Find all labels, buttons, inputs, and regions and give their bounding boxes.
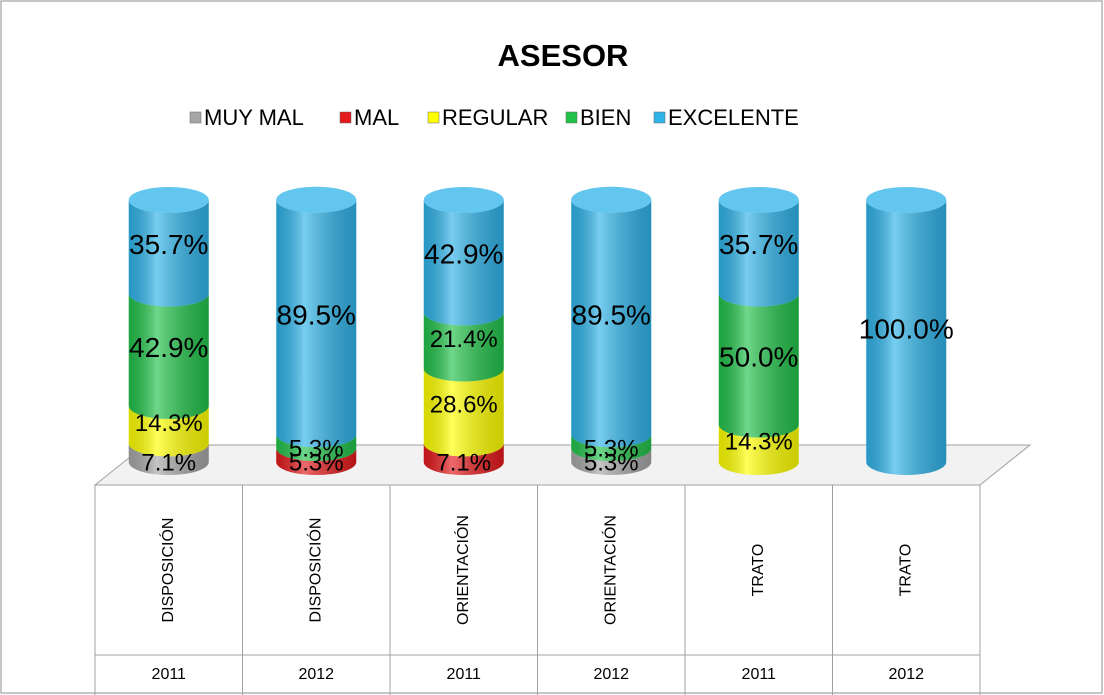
legend-swatch [427,111,440,124]
shading [276,448,357,476]
data-label: 7.1% [141,449,196,476]
data-label: 100.0% [859,313,954,344]
cylinder-top [128,187,209,213]
legend-swatch [339,111,352,124]
shading [866,200,947,476]
shading [423,312,504,382]
shading [718,424,799,476]
shading [571,199,652,448]
cylinder-top [276,186,357,213]
x-tick-label: ORIENTACIÓN [600,515,619,625]
x-group-label: 2012 [298,666,334,683]
shading [718,293,799,438]
legend-label: MUY MAL [204,105,304,130]
x-tick-label: DISPOSICIÓN [158,518,177,623]
shading [571,434,652,462]
shading [128,443,209,476]
cylinder-top [718,187,799,213]
x-group-label: 2011 [152,666,187,683]
shading [423,368,504,457]
x-tick-label: TRATO [897,544,914,597]
x-group-label: 2011 [447,666,482,683]
data-label: 14.3% [135,410,203,437]
shading [128,200,209,307]
shading [128,187,209,213]
shading [423,187,504,213]
data-label: 50.0% [719,341,798,372]
data-label: 5.3% [584,449,639,476]
data-label: 42.9% [424,239,503,270]
shading [128,405,209,457]
legend-label: REGULAR [442,105,548,130]
shading [423,443,504,476]
shading [276,186,357,213]
shading [128,293,209,419]
shading [276,199,357,448]
data-label: 89.5% [572,299,651,330]
chart-title: ASESOR [498,38,629,73]
data-label: 42.9% [129,332,208,363]
shading [718,200,799,307]
legend-swatch [653,111,666,124]
cylinder-top [571,186,652,213]
legend-swatch [189,111,202,124]
cylinder-top [423,187,504,213]
data-label: 35.7% [719,229,798,260]
x-tick-label: TRATO [750,544,767,597]
data-label: 89.5% [277,299,356,330]
x-tick-label: DISPOSICIÓN [305,518,324,623]
data-label: 5.3% [584,435,639,462]
shading [571,186,652,213]
data-label: 5.3% [289,449,344,476]
x-group-label: 2012 [888,666,924,683]
shading [718,187,799,213]
legend-label: BIEN [580,105,631,130]
shading [276,434,357,462]
shading [423,200,504,326]
x-tick-label: ORIENTACIÓN [453,515,472,625]
x-group-label: 2012 [593,666,629,683]
legend-label: MAL [354,105,399,130]
shading [866,187,947,213]
cylinder-top [866,187,947,213]
shading [571,448,652,476]
legend-label: EXCELENTE [668,105,799,130]
data-label: 7.1% [436,449,491,476]
data-label: 35.7% [129,229,208,260]
data-label: 14.3% [725,429,793,456]
data-label: 28.6% [430,391,498,418]
data-label: 21.4% [430,326,498,353]
data-label: 5.3% [289,435,344,462]
legend-swatch [565,111,578,124]
x-group-label: 2011 [742,666,777,683]
